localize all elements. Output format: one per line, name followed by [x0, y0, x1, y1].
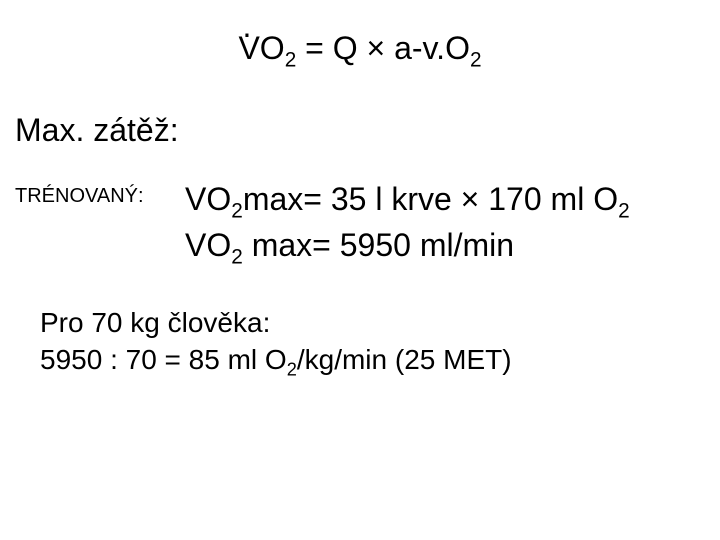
- dot-char: .: [242, 8, 251, 45]
- trained-row: TRÉNOVANÝ: VO2max= 35 l krve × 170 ml O2…: [15, 179, 705, 270]
- heading-max-zatez: Max. zátěž:: [15, 112, 705, 149]
- l1-rest: max= 35 l krve × 170 ml O: [243, 181, 618, 217]
- fick-formula: . VO 2 = Q × a-v.O2: [15, 30, 705, 72]
- trained-values: VO2max= 35 l krve × 170 ml O2 VO2 max= 5…: [185, 179, 630, 270]
- formula-sub2: 2: [470, 48, 482, 71]
- bottom-line2: 5950 : 70 = 85 ml O2/kg/min (25 MET): [40, 342, 705, 382]
- b2-sub: 2: [287, 359, 297, 379]
- l2-vo: VO: [185, 227, 231, 263]
- v-dot: . VO: [238, 30, 284, 67]
- l1-sub: 2: [231, 200, 243, 223]
- l1-vo: VO: [185, 181, 231, 217]
- trained-line1: VO2max= 35 l krve × 170 ml O2: [185, 179, 630, 224]
- l2-sub: 2: [231, 245, 243, 268]
- l2-rest: max= 5950 ml/min: [243, 227, 514, 263]
- b2-b: /kg/min (25 MET): [297, 344, 512, 375]
- b2-a: 5950 : 70 = 85 ml O: [40, 344, 287, 375]
- formula-mid: = Q × a-v.O: [296, 30, 470, 66]
- trained-label: TRÉNOVANÝ:: [15, 179, 185, 208]
- per-kg-block: Pro 70 kg člověka: 5950 : 70 = 85 ml O2/…: [40, 305, 705, 382]
- formula-sub1: 2: [285, 48, 297, 71]
- l1-sub2: 2: [618, 200, 630, 223]
- bottom-line1: Pro 70 kg člověka:: [40, 305, 705, 341]
- slide: . VO 2 = Q × a-v.O2 Max. zátěž: TRÉNOVAN…: [0, 0, 720, 540]
- trained-line2: VO2 max= 5950 ml/min: [185, 225, 630, 270]
